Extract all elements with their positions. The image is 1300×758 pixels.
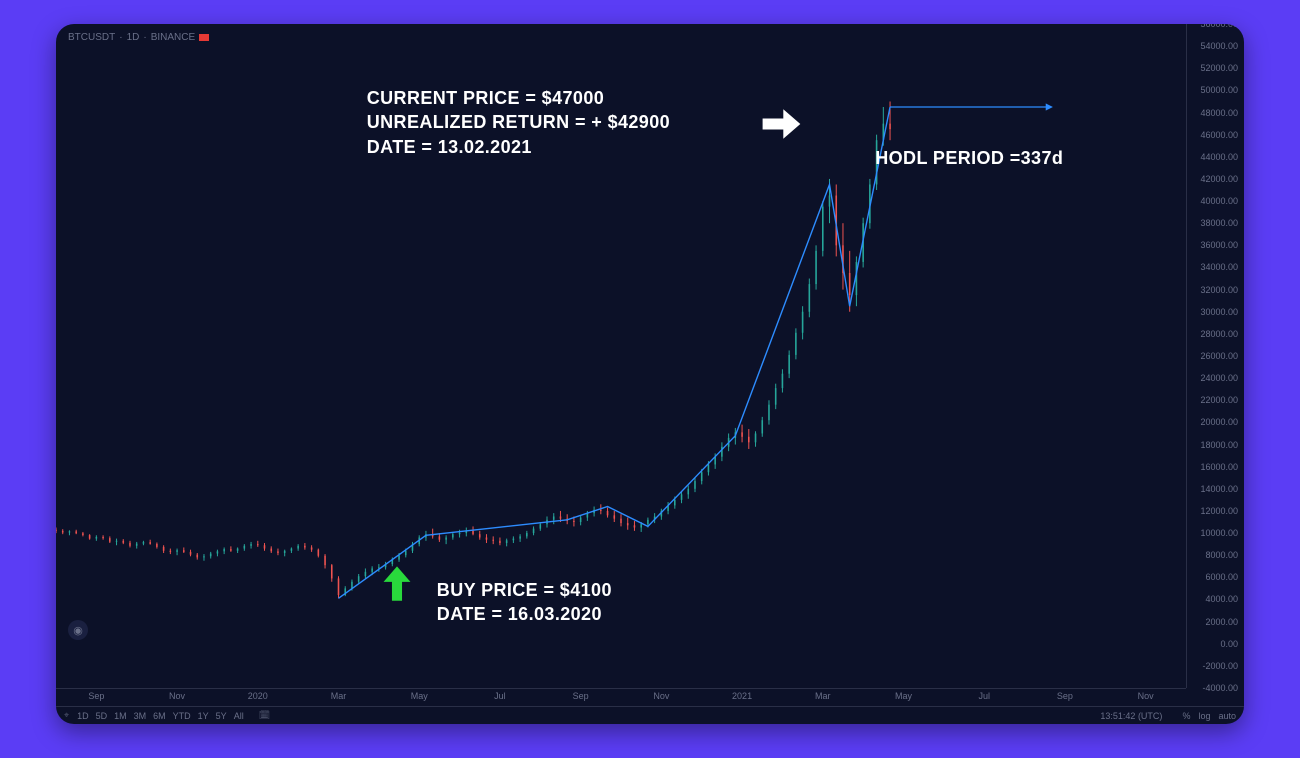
yaxis-tick: 6000.00 xyxy=(1205,572,1238,582)
yaxis-tick: 50000.00 xyxy=(1200,85,1238,95)
arrow-right-icon xyxy=(758,101,804,147)
yaxis-tick: 38000.00 xyxy=(1200,218,1238,228)
xaxis-tick: Jul xyxy=(978,691,990,701)
xaxis-tick: 2020 xyxy=(248,691,268,701)
time-axis[interactable]: Sep Nov 2020 Mar May Jul Sep Nov 2021 Mar May Jul Se… xyxy=(56,688,1186,706)
xaxis-tick: Sep xyxy=(1057,691,1073,701)
xaxis-tick: Mar xyxy=(815,691,831,701)
yaxis-tick: 14000.00 xyxy=(1200,484,1238,494)
yaxis-tick: 48000.00 xyxy=(1200,108,1238,118)
xaxis-tick: Nov xyxy=(1138,691,1154,701)
yaxis-tick: 20000.00 xyxy=(1200,417,1238,427)
range-1Y[interactable]: 1Y xyxy=(198,711,209,721)
yaxis-tick: 44000.00 xyxy=(1200,152,1238,162)
range-6M[interactable]: 6M xyxy=(153,711,166,721)
bottom-toolbar: ⌖ 1D5D1M3M6MYTD1Y5YAll 🗓 13:51:42 (UTC) … xyxy=(56,706,1244,724)
scale-auto[interactable]: auto xyxy=(1218,711,1236,721)
yaxis-tick: 4000.00 xyxy=(1205,594,1238,604)
yaxis-tick: 24000.00 xyxy=(1200,373,1238,383)
scale-%[interactable]: % xyxy=(1182,711,1190,721)
current-price-annotation: CURRENT PRICE = $47000UNREALIZED RETURN … xyxy=(367,86,670,159)
yaxis-tick: 30000.00 xyxy=(1200,307,1238,317)
range-5D[interactable]: 5D xyxy=(96,711,108,721)
yaxis-tick: 12000.00 xyxy=(1200,506,1238,516)
yaxis-tick: 18000.00 xyxy=(1200,440,1238,450)
range-All[interactable]: All xyxy=(234,711,244,721)
yaxis-tick: 10000.00 xyxy=(1200,528,1238,538)
xaxis-tick: 2021 xyxy=(732,691,752,701)
yaxis-tick: 8000.00 xyxy=(1205,550,1238,560)
buy-price-annotation: BUY PRICE = $4100DATE = 16.03.2020 xyxy=(437,578,612,627)
range-buttons: 1D 5D 1M 3M 6M YTD 1Y 5Y All xyxy=(77,711,251,721)
chart-plot-area[interactable]: CURRENT PRICE = $47000UNREALIZED RETURN … xyxy=(56,24,1186,688)
range-1D[interactable]: 1D xyxy=(77,711,89,721)
yaxis-tick: 54000.00 xyxy=(1200,41,1238,51)
yaxis-tick: 32000.00 xyxy=(1200,285,1238,295)
yaxis-tick: 56000.00 xyxy=(1200,24,1238,29)
hodl-period-annotation: HODL PERIOD =337d xyxy=(875,146,1063,170)
scale-buttons: % logauto xyxy=(1182,711,1236,721)
yaxis-tick: 16000.00 xyxy=(1200,462,1238,472)
yaxis-tick: 46000.00 xyxy=(1200,130,1238,140)
yaxis-tick: -4000.00 xyxy=(1202,683,1238,693)
yaxis-tick: 36000.00 xyxy=(1200,240,1238,250)
xaxis-tick: Sep xyxy=(573,691,589,701)
date-range-go-icon[interactable]: ⌖ xyxy=(64,710,69,721)
snapshot-icon[interactable]: ◉ xyxy=(68,620,88,640)
yaxis-tick: 34000.00 xyxy=(1200,262,1238,272)
yaxis-tick: 0.00 xyxy=(1220,639,1238,649)
range-5Y[interactable]: 5Y xyxy=(216,711,227,721)
xaxis-tick: Mar xyxy=(331,691,347,701)
yaxis-tick: 2000.00 xyxy=(1205,617,1238,627)
clock-label: 13:51:42 (UTC) xyxy=(1100,711,1162,721)
xaxis-tick: May xyxy=(895,691,912,701)
arrow-up-icon xyxy=(376,563,418,605)
yaxis-tick: 22000.00 xyxy=(1200,395,1238,405)
yaxis-tick: 26000.00 xyxy=(1200,351,1238,361)
range-YTD[interactable]: YTD xyxy=(173,711,191,721)
xaxis-tick: Nov xyxy=(169,691,185,701)
scale-log[interactable]: log xyxy=(1198,711,1210,721)
xaxis-tick: Sep xyxy=(88,691,104,701)
range-1M[interactable]: 1M xyxy=(114,711,127,721)
calendar-icon[interactable]: 🗓 xyxy=(259,710,270,721)
yaxis-tick: 28000.00 xyxy=(1200,329,1238,339)
yaxis-tick: 40000.00 xyxy=(1200,196,1238,206)
price-axis[interactable]: -4000.00-2000.000.002000.004000.006000.0… xyxy=(1186,24,1244,688)
range-3M[interactable]: 3M xyxy=(134,711,147,721)
xaxis-tick: Nov xyxy=(653,691,669,701)
yaxis-tick: 52000.00 xyxy=(1200,63,1238,73)
xaxis-tick: Jul xyxy=(494,691,506,701)
yaxis-tick: 42000.00 xyxy=(1200,174,1238,184)
yaxis-tick: -2000.00 xyxy=(1202,661,1238,671)
chart-panel: BTCUSDT · 1D · BINANCE CURRENT PRICE = $… xyxy=(56,24,1244,724)
xaxis-tick: May xyxy=(411,691,428,701)
